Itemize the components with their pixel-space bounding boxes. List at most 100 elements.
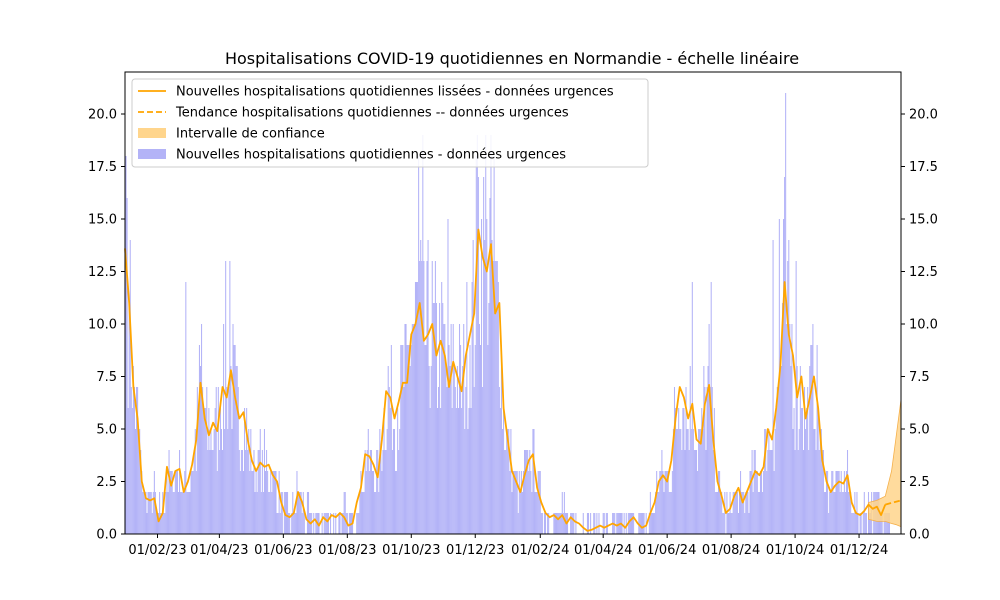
daily-bar <box>411 324 413 534</box>
daily-bar <box>444 324 446 534</box>
daily-bar <box>657 492 659 534</box>
daily-bar <box>302 492 304 534</box>
daily-bar <box>659 471 661 534</box>
daily-bar <box>433 303 435 534</box>
daily-bar <box>787 261 789 534</box>
daily-bar <box>862 513 864 534</box>
daily-bar <box>501 429 504 534</box>
daily-bar <box>883 513 885 534</box>
daily-bar <box>829 492 831 534</box>
daily-bar <box>376 450 378 534</box>
daily-bar <box>294 513 296 534</box>
daily-bar <box>453 366 455 534</box>
daily-bar <box>816 345 818 534</box>
daily-bar <box>587 513 590 534</box>
daily-bar <box>191 471 193 534</box>
daily-bar <box>127 408 129 534</box>
daily-bar <box>837 471 839 534</box>
daily-bar <box>164 513 166 534</box>
daily-bar <box>275 471 277 534</box>
x-tick-label: 01/04/23 <box>190 543 248 558</box>
y-tick-label-left: 7.5 <box>96 370 117 385</box>
daily-bar <box>268 492 270 534</box>
daily-bar <box>214 408 216 534</box>
daily-bar <box>152 492 154 534</box>
daily-bar <box>518 471 520 534</box>
daily-bar <box>126 198 128 534</box>
daily-bar <box>233 345 235 534</box>
y-tick-label-left: 15.0 <box>88 213 117 228</box>
daily-bar <box>848 492 850 534</box>
daily-bar <box>781 303 784 534</box>
daily-bar <box>676 429 678 534</box>
daily-bar <box>517 513 519 534</box>
daily-bar <box>241 450 243 534</box>
daily-bar <box>371 471 374 534</box>
daily-bar <box>218 450 220 534</box>
daily-bar <box>227 429 229 534</box>
daily-bar <box>405 324 407 534</box>
daily-bar <box>666 471 668 534</box>
daily-bar <box>775 408 777 534</box>
daily-bar <box>665 471 667 534</box>
daily-bar <box>240 450 242 534</box>
daily-bar <box>451 408 453 534</box>
daily-bar <box>854 492 856 534</box>
daily-bar <box>720 492 722 534</box>
daily-bar <box>770 450 772 534</box>
daily-bar <box>888 513 890 534</box>
daily-bar <box>232 324 234 534</box>
daily-bar <box>327 513 329 534</box>
daily-bar <box>318 513 320 534</box>
daily-bar <box>678 408 680 534</box>
daily-bar <box>845 471 847 534</box>
daily-bar <box>721 492 723 534</box>
daily-bar <box>160 513 162 534</box>
daily-bar <box>479 345 482 534</box>
daily-bar <box>515 471 517 534</box>
y-tick-label-right: 7.5 <box>909 370 930 385</box>
daily-bar <box>251 471 253 534</box>
daily-bar <box>148 492 150 534</box>
daily-bar <box>681 450 683 534</box>
daily-bar <box>738 492 741 534</box>
daily-bar <box>489 198 491 534</box>
daily-bar <box>870 513 872 534</box>
daily-bar <box>524 450 526 534</box>
daily-bar <box>855 513 857 534</box>
daily-bar <box>512 471 514 534</box>
line-layer <box>124 228 902 532</box>
daily-bar <box>543 513 545 534</box>
daily-bar <box>554 513 556 534</box>
daily-bar <box>769 450 771 534</box>
daily-bar <box>766 471 768 534</box>
daily-bar <box>219 408 221 534</box>
daily-bar <box>473 387 475 534</box>
daily-bar <box>215 387 217 534</box>
daily-bar <box>814 429 816 534</box>
daily-bar <box>820 429 822 534</box>
daily-bar <box>462 366 464 534</box>
daily-bar <box>419 261 421 534</box>
daily-bar <box>125 156 127 534</box>
daily-bar <box>181 492 183 534</box>
daily-bar <box>167 492 169 534</box>
daily-bar <box>189 492 191 534</box>
daily-bar <box>230 366 232 534</box>
daily-bar <box>525 450 527 534</box>
daily-bar <box>498 387 500 534</box>
daily-bar <box>491 240 493 534</box>
daily-bar <box>244 408 246 534</box>
daily-bar <box>826 471 828 534</box>
daily-bar <box>768 429 770 534</box>
daily-bar <box>654 513 656 534</box>
daily-bar <box>539 471 541 534</box>
daily-bar <box>754 450 756 534</box>
daily-bar <box>573 513 575 534</box>
daily-bar <box>753 450 755 534</box>
daily-bar <box>234 345 236 534</box>
daily-bar <box>590 513 592 534</box>
daily-bar <box>794 450 796 534</box>
daily-bar <box>516 471 518 534</box>
daily-bar <box>192 471 194 534</box>
